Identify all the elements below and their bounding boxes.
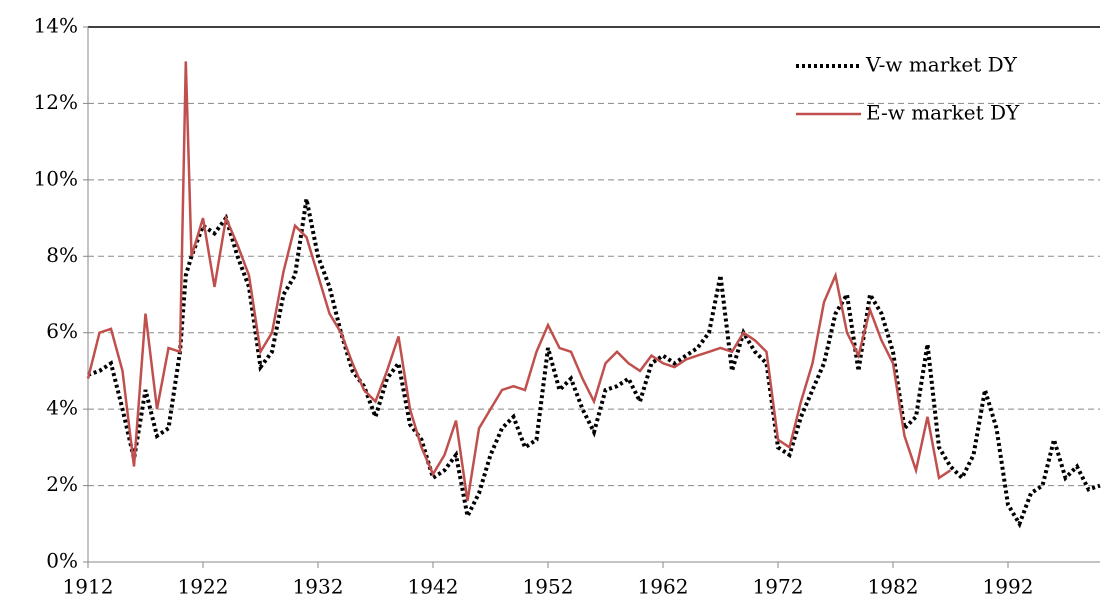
y-tick-label: 4% [46,396,78,420]
y-tick-label: 12% [34,90,78,114]
legend-label: V-w market DY [865,53,1018,77]
x-tick-label: 1992 [983,575,1034,599]
x-tick-label: 1912 [63,575,114,599]
y-tick-label: 0% [46,549,78,573]
x-tick-label: 1922 [178,575,229,599]
legend-label: E-w market DY [866,101,1020,125]
y-tick-label: 14% [34,14,78,38]
y-tick-label: 2% [46,472,78,496]
y-tick-label: 6% [46,319,78,343]
x-tick-label: 1932 [293,575,344,599]
x-tick-label: 1972 [753,575,804,599]
series-line [86,61,952,502]
x-tick-label: 1982 [868,575,919,599]
x-tick-label: 1952 [523,575,574,599]
x-tick-label: 1942 [408,575,459,599]
x-tick-label: 1962 [638,575,689,599]
y-tick-label: 10% [34,166,78,190]
y-tick-label: 8% [46,243,78,267]
